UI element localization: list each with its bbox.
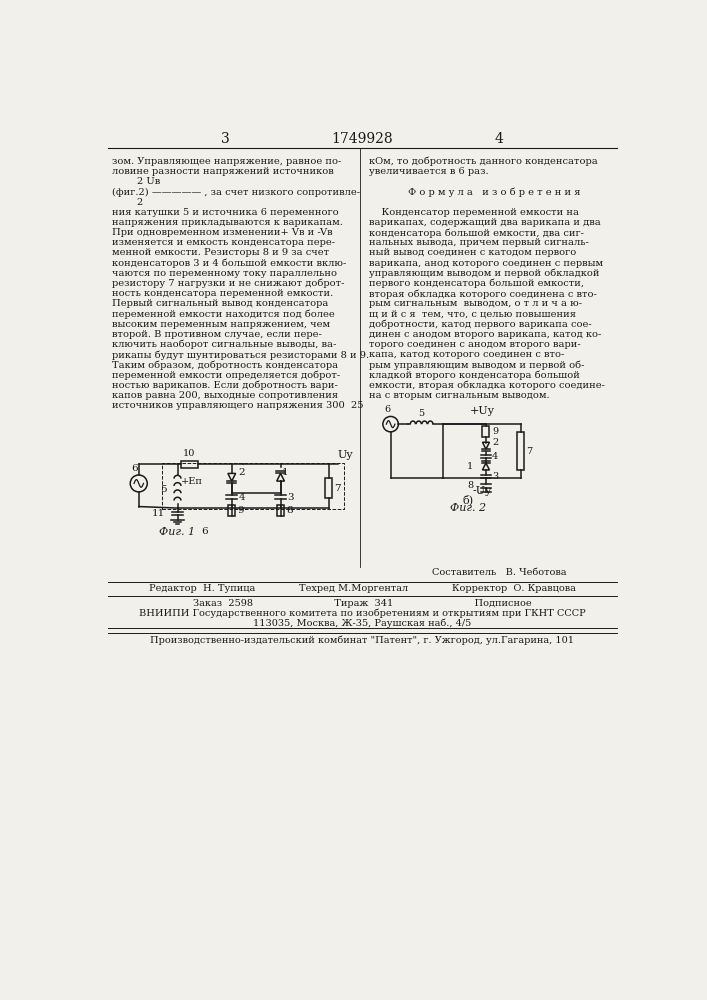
Text: 3: 3 — [288, 493, 294, 502]
Text: 2: 2 — [112, 198, 143, 207]
Text: увеличивается в 6 раз.: увеличивается в 6 раз. — [369, 167, 489, 176]
Text: 1: 1 — [282, 468, 288, 477]
Text: Составитель   В. Чеботова: Составитель В. Чеботова — [432, 568, 566, 577]
Text: варикапах, содержащий два варикапа и два: варикапах, содержащий два варикапа и два — [369, 218, 601, 227]
Text: менной емкости. Резисторы 8 и 9 за счет: менной емкости. Резисторы 8 и 9 за счет — [112, 248, 329, 257]
Text: Заказ  2598                          Тираж  341                          Подписн: Заказ 2598 Тираж 341 Подписн — [192, 599, 531, 608]
Text: 11: 11 — [152, 509, 165, 518]
Bar — [228, 505, 235, 516]
Text: рым сигнальным  выводом, о т л и ч а ю-: рым сигнальным выводом, о т л и ч а ю- — [369, 299, 582, 308]
Circle shape — [383, 416, 398, 432]
Text: управляющим выводом и первой обкладкой: управляющим выводом и первой обкладкой — [369, 269, 600, 278]
Bar — [482, 426, 489, 437]
Text: изменяется и емкость конденсатора пере-: изменяется и емкость конденсатора пере- — [112, 238, 334, 247]
Text: (фиг.2) ————— , за счет низкого сопротивле-: (фиг.2) ————— , за счет низкого сопротив… — [112, 187, 360, 197]
Text: ный вывод соединен с катодом первого: ный вывод соединен с катодом первого — [369, 248, 576, 257]
Text: ния катушки 5 и источника 6 переменного: ния катушки 5 и источника 6 переменного — [112, 208, 338, 217]
Text: кОм, то добротность данного конденсатора: кОм, то добротность данного конденсатора — [369, 157, 597, 166]
Text: варикапа, анод которого соединен с первым: варикапа, анод которого соединен с первы… — [369, 259, 603, 268]
Polygon shape — [276, 473, 284, 481]
Text: резистору 7 нагрузки и не снижают доброт-: резистору 7 нагрузки и не снижают доброт… — [112, 279, 344, 288]
Text: переменной емкости находится под более: переменной емкости находится под более — [112, 309, 334, 319]
Text: 8: 8 — [286, 506, 293, 515]
Text: 5: 5 — [419, 409, 425, 418]
Text: первого конденсатора большой емкости,: первого конденсатора большой емкости, — [369, 279, 584, 288]
Text: емкости, вторая обкладка которого соедине-: емкости, вторая обкладка которого соедин… — [369, 381, 605, 390]
Text: переменной емкости определяется доброт-: переменной емкости определяется доброт- — [112, 370, 340, 380]
Text: 6: 6 — [201, 527, 207, 536]
Text: 10: 10 — [183, 449, 195, 458]
Text: ключить наоборот сигнальные выводы, ва-: ключить наоборот сигнальные выводы, ва- — [112, 340, 336, 349]
Text: 8: 8 — [467, 481, 474, 490]
Text: 113035, Москва, Ж-35, Раушская наб., 4/5: 113035, Москва, Ж-35, Раушская наб., 4/5 — [253, 619, 471, 628]
Text: второй. В противном случае, если пере-: второй. В противном случае, если пере- — [112, 330, 322, 339]
Polygon shape — [228, 473, 235, 481]
Text: на с вторым сигнальным выводом.: на с вторым сигнальным выводом. — [369, 391, 549, 400]
Bar — [180, 461, 198, 468]
Text: Редактор  Н. Тупица              Техред М.Моргентал              Корректор  О. К: Редактор Н. Тупица Техред М.Моргентал Ко… — [148, 584, 575, 593]
Text: 3: 3 — [221, 132, 230, 146]
Text: торого соединен с анодом второго вари-: торого соединен с анодом второго вари- — [369, 340, 580, 349]
Text: ностью варикапов. Если добротность вари-: ностью варикапов. Если добротность вари- — [112, 381, 337, 390]
Text: Конденсатор переменной емкости на: Конденсатор переменной емкости на — [369, 208, 579, 217]
Text: нальных вывода, причем первый сигналь-: нальных вывода, причем первый сигналь- — [369, 238, 589, 247]
Text: 9: 9 — [237, 506, 244, 515]
Text: высоким переменным напряжением, чем: высоким переменным напряжением, чем — [112, 320, 329, 329]
Text: конденсатора большой емкости, два сиг-: конденсатора большой емкости, два сиг- — [369, 228, 584, 238]
Text: щ и й с я  тем, что, с целью повышения: щ и й с я тем, что, с целью повышения — [369, 309, 576, 318]
Text: 1749928: 1749928 — [331, 132, 393, 146]
Text: капа, катод которого соединен с вто-: капа, катод которого соединен с вто- — [369, 350, 564, 359]
Text: рым управляющим выводом и первой об-: рым управляющим выводом и первой об- — [369, 360, 585, 370]
Text: 5: 5 — [160, 485, 167, 494]
Text: Первый сигнальный вывод конденсатора: Первый сигнальный вывод конденсатора — [112, 299, 328, 308]
Text: 7: 7 — [334, 484, 341, 493]
Text: 6: 6 — [385, 405, 390, 414]
Text: -Uу: -Uу — [472, 486, 492, 496]
Text: Uу: Uу — [338, 450, 354, 460]
Circle shape — [130, 475, 147, 492]
Text: Таким образом, добротность конденсатора: Таким образом, добротность конденсатора — [112, 360, 338, 370]
Bar — [325, 478, 332, 498]
Text: Фиг. 1: Фиг. 1 — [160, 527, 196, 537]
Text: 4: 4 — [492, 452, 498, 461]
Text: +Uу: +Uу — [469, 406, 495, 416]
Text: конденсаторов 3 и 4 большой емкости вклю-: конденсаторов 3 и 4 большой емкости вклю… — [112, 259, 346, 268]
Text: капов равна 200, выходные сопротивления: капов равна 200, выходные сопротивления — [112, 391, 338, 400]
Text: кладкой второго конденсатора большой: кладкой второго конденсатора большой — [369, 370, 580, 380]
Bar — [518, 432, 525, 470]
Text: ловине разности напряжений источников: ловине разности напряжений источников — [112, 167, 334, 176]
Text: зом. Управляющее напряжение, равное по-: зом. Управляющее напряжение, равное по- — [112, 157, 341, 166]
Text: При одновременном изменении+ Vв и -Vв: При одновременном изменении+ Vв и -Vв — [112, 228, 332, 237]
Text: 3: 3 — [492, 472, 498, 481]
Text: Фиг. 2: Фиг. 2 — [450, 503, 486, 513]
Text: +Eп: +Eп — [182, 477, 203, 486]
Text: рикапы будут шунтироваться резисторами 8 и 9.: рикапы будут шунтироваться резисторами 8… — [112, 350, 369, 360]
Polygon shape — [482, 463, 489, 470]
Text: динен с анодом второго варикапа, катод ко-: динен с анодом второго варикапа, катод к… — [369, 330, 601, 339]
Text: 4: 4 — [239, 493, 245, 502]
Polygon shape — [482, 442, 489, 449]
Text: 1: 1 — [467, 462, 474, 471]
Text: чаются по переменному току параллельно: чаются по переменному току параллельно — [112, 269, 337, 278]
Text: 6: 6 — [131, 464, 137, 473]
Text: ВНИИПИ Государственного комитета по изобретениям и открытиям при ГКНТ СССР: ВНИИПИ Государственного комитета по изоб… — [139, 609, 585, 618]
Text: напряжения прикладываются к варикапам.: напряжения прикладываются к варикапам. — [112, 218, 342, 227]
Text: 9: 9 — [492, 427, 498, 436]
Text: ность конденсатора переменной емкости.: ность конденсатора переменной емкости. — [112, 289, 333, 298]
Text: Производственно-издательский комбинат "Патент", г. Ужгород, ул.Гагарина, 101: Производственно-издательский комбинат "П… — [150, 636, 574, 645]
Text: добротности, катод первого варикапа сое-: добротности, катод первого варикапа сое- — [369, 320, 592, 329]
Text: 4: 4 — [495, 132, 503, 146]
Text: Ф о р м у л а   и з о б р е т е н и я: Ф о р м у л а и з о б р е т е н и я — [408, 187, 580, 197]
Text: 2 Uв: 2 Uв — [112, 177, 160, 186]
Text: б): б) — [462, 495, 474, 506]
Text: источников управляющего напряжения 300  25: источников управляющего напряжения 300 2… — [112, 401, 363, 410]
Text: 2: 2 — [238, 468, 245, 477]
Text: 2: 2 — [492, 438, 498, 447]
Bar — [277, 505, 284, 516]
Text: 7: 7 — [526, 447, 532, 456]
Text: вторая обкладка которого соединена с вто-: вторая обкладка которого соединена с вто… — [369, 289, 597, 299]
